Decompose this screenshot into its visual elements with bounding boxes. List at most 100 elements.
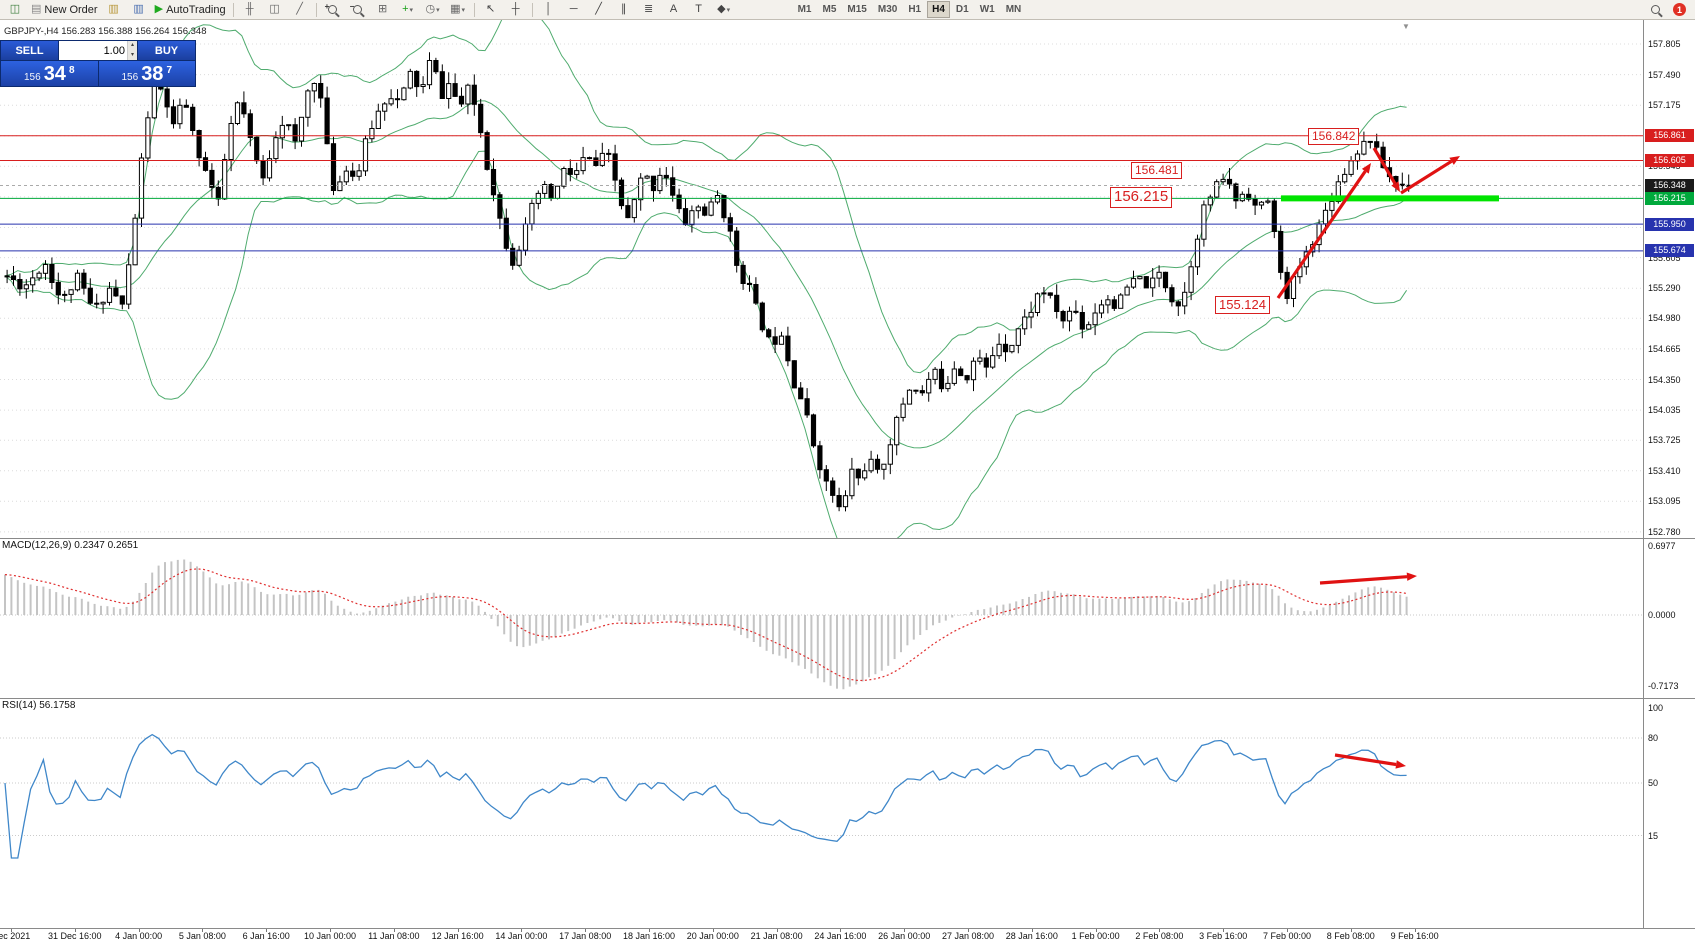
price-annotation-156-215[interactable]: 156.215 xyxy=(1110,187,1173,208)
trend-arrow[interactable] xyxy=(1334,753,1406,769)
indicators-button[interactable]: + ▾ xyxy=(396,0,420,19)
time-tick xyxy=(11,929,12,932)
panel-separator[interactable] xyxy=(0,698,1695,699)
crosshair-button[interactable]: ┼ xyxy=(504,0,528,19)
price-badge-155-950: 155.950 xyxy=(1645,217,1694,231)
indicators-button-icon: + xyxy=(402,3,409,15)
macd-scale-label: 0.6977 xyxy=(1648,540,1676,551)
fibonacci-button[interactable]: ≣ xyxy=(637,0,661,19)
price-tick-label: 153.410 xyxy=(1648,465,1681,476)
templates-button[interactable]: ▦ ▾ xyxy=(446,0,470,19)
new-order-button[interactable]: ▤ New Order xyxy=(28,0,101,19)
time-tick xyxy=(776,929,778,932)
rsi-plot[interactable] xyxy=(0,698,1643,928)
price-tick-label: 155.290 xyxy=(1648,283,1681,294)
time-tick xyxy=(904,929,906,932)
macd-plot[interactable] xyxy=(0,538,1643,698)
cursor-button[interactable]: ↖ xyxy=(479,0,503,19)
rsi-indicator-panel[interactable]: RSI(14) 56.1758 xyxy=(0,698,1643,928)
price-annotation-156-842[interactable]: 156.842 xyxy=(1308,128,1360,145)
autotrading-button[interactable]: ▶ AutoTrading xyxy=(152,0,229,19)
time-axis[interactable]: Dec 2021 31 Dec 16:00 4 Jan 00:00 5 Jan 08:… xyxy=(0,928,1695,941)
time-tick xyxy=(1350,929,1352,932)
notifications-button[interactable]: 1 xyxy=(1673,3,1686,16)
profiles-button[interactable]: ▥ xyxy=(127,0,151,19)
price-badge-156-348: 156.348 xyxy=(1645,179,1694,192)
timeframe-m15[interactable]: M15 xyxy=(847,4,867,15)
zoom-out-button[interactable]: − xyxy=(346,0,370,19)
time-label: 24 Jan 16:00 xyxy=(814,931,867,941)
trend-arrow[interactable] xyxy=(1276,163,1371,299)
cursor-button-icon: ↖ xyxy=(485,3,496,15)
candles-layer xyxy=(4,52,1412,512)
time-label: 3 Feb 16:00 xyxy=(1199,931,1248,941)
timeframe-m1[interactable]: M1 xyxy=(797,4,812,15)
vertical-line-button[interactable]: │ xyxy=(537,0,561,19)
time-tick xyxy=(266,929,268,932)
trendline-button[interactable]: ╱ xyxy=(587,0,611,19)
timeframe-h1[interactable]: H1 xyxy=(908,4,922,15)
equidistant-channel-button[interactable]: ∥ xyxy=(612,0,636,19)
chart-shift-marker-icon[interactable]: ▼ xyxy=(1402,22,1410,31)
timeframe-m5[interactable]: M5 xyxy=(822,4,837,15)
rsi-scale-label: 100 xyxy=(1648,703,1664,713)
price-tick-label: 154.350 xyxy=(1648,374,1681,385)
timeframe-h4[interactable]: H4 xyxy=(927,1,950,18)
dropdown-arrow-icon: ▾ xyxy=(726,6,731,14)
main-toolbar: ◫ ▤ New Order ▥ ▥ ▶ AutoTrading ╫ ◫ ╱ + − ⊞ + ▾ ◷ ▾ ▦ ▾ ↖ ┼ │… xyxy=(0,0,1695,20)
search-button[interactable] xyxy=(1643,0,1667,19)
price-annotation-156-481[interactable]: 156.481 xyxy=(1131,162,1183,179)
trend-arrow[interactable] xyxy=(1372,147,1400,192)
panel-separator[interactable] xyxy=(0,538,1695,539)
candlestick-button[interactable]: ◫ xyxy=(263,0,287,19)
macd-indicator-panel[interactable]: MACD(12,26,9) 0.2347 0.2651 xyxy=(0,538,1643,698)
price-tick-label: 157.490 xyxy=(1648,69,1681,80)
zoom-sign: + xyxy=(324,2,330,11)
chart-window-button[interactable]: ▥ xyxy=(102,0,126,19)
text-label-button[interactable]: T xyxy=(687,0,711,19)
time-label: 14 Jan 00:00 xyxy=(495,931,548,941)
time-label: 17 Jan 08:00 xyxy=(559,931,612,941)
time-label: 5 Jan 08:00 xyxy=(178,931,226,941)
rsi-scale-label: 80 xyxy=(1648,733,1659,743)
timeframe-w1[interactable]: W1 xyxy=(979,4,995,15)
price-scale[interactable]: 157.805157.490157.175156.545155.605155.2… xyxy=(1643,20,1695,928)
text-button[interactable]: A xyxy=(662,0,686,19)
ask-price-prefix: 156 xyxy=(121,72,139,83)
terminal-logo[interactable]: ◫ xyxy=(3,0,27,19)
volume-increase-button[interactable]: ▴ xyxy=(127,41,137,51)
bollinger-bands xyxy=(4,20,1408,538)
time-tick xyxy=(202,929,204,932)
zoom-in-button[interactable]: + xyxy=(321,0,345,19)
toolbar-right-group: 1 xyxy=(1643,0,1686,19)
buy-button[interactable]: BUY xyxy=(138,41,195,60)
time-tick xyxy=(138,929,140,932)
time-label: 9 Feb 16:00 xyxy=(1390,931,1439,941)
bar-chart-button[interactable]: ╫ xyxy=(238,0,262,19)
periods-button[interactable]: ◷ ▾ xyxy=(421,0,445,19)
arrows-tool-button[interactable]: ◆ ▾ xyxy=(712,0,736,19)
timeframe-mn[interactable]: MN xyxy=(1005,4,1022,15)
fibonacci-button-icon: ≣ xyxy=(643,3,654,15)
time-tick xyxy=(712,929,714,932)
main-chart-plot[interactable] xyxy=(0,20,1643,538)
zoom-in-button-icon xyxy=(328,5,338,14)
price-tick-label: 157.805 xyxy=(1648,39,1681,49)
timeframe-m30[interactable]: M30 xyxy=(877,4,898,15)
volume-decrease-button[interactable]: ▾ xyxy=(127,50,137,60)
timeframe-d1[interactable]: D1 xyxy=(955,4,969,15)
horizontal-line-button[interactable]: ─ xyxy=(562,0,586,19)
price-annotation-155-124[interactable]: 155.124 xyxy=(1215,296,1270,315)
sell-button[interactable]: SELL xyxy=(1,41,58,60)
tile-windows-button[interactable]: ⊞ xyxy=(371,0,395,19)
price-tick-label: 155.605 xyxy=(1648,252,1681,263)
volume-input[interactable] xyxy=(59,41,127,60)
trend-arrow[interactable] xyxy=(1400,156,1460,195)
macd-histogram xyxy=(4,559,1408,690)
line-chart-button[interactable]: ╱ xyxy=(288,0,312,19)
trend-arrow[interactable] xyxy=(1319,572,1417,585)
zoom-sign: − xyxy=(349,2,355,11)
main-chart-panel[interactable]: GBPJPY-,H4 156.283 156.388 156.264 156.3… xyxy=(0,20,1643,538)
periods-button-icon: ◷ xyxy=(425,3,436,15)
bar-chart-button-icon: ╫ xyxy=(245,3,254,15)
